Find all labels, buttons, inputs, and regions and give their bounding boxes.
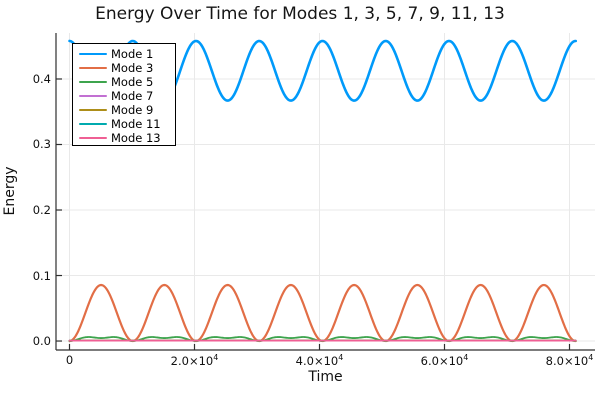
legend-line-sample xyxy=(79,109,107,111)
chart-title: Energy Over Time for Modes 1, 3, 5, 7, 9… xyxy=(95,4,505,24)
y-axis-label: Energy xyxy=(2,166,18,216)
legend-label: Mode 5 xyxy=(111,75,154,89)
x-tick-label: 8.0×104 xyxy=(545,353,594,368)
legend: Mode 1 Mode 3 Mode 5 Mode 7 Mode 9 Mode 11 Mod… xyxy=(72,43,176,146)
x-tick-label: 6.0×104 xyxy=(420,353,469,368)
legend-entry: Mode 9 xyxy=(79,103,175,117)
legend-entry: Mode 5 xyxy=(79,75,175,89)
legend-label: Mode 3 xyxy=(111,61,154,75)
legend-label: Mode 7 xyxy=(111,89,154,103)
y-tick-label: 0.2 xyxy=(32,203,51,217)
legend-entry: Mode 1 xyxy=(79,47,175,61)
x-tick-label: 2.0×104 xyxy=(170,353,219,368)
legend-line-sample xyxy=(79,53,107,55)
x-axis-label: Time xyxy=(308,369,343,385)
legend-label: Mode 13 xyxy=(111,131,161,145)
legend-line-sample xyxy=(79,81,107,83)
legend-line-sample xyxy=(79,123,107,125)
legend-entry: Mode 7 xyxy=(79,89,175,103)
y-tick-label: 0.3 xyxy=(32,137,51,152)
legend-label: Mode 11 xyxy=(111,117,161,131)
y-tick-label: 0.1 xyxy=(32,268,51,283)
x-tick-label: 4.0×104 xyxy=(295,353,344,368)
legend-label: Mode 9 xyxy=(111,103,154,117)
legend-entry: Mode 13 xyxy=(79,131,175,145)
legend-line-sample xyxy=(79,67,107,69)
y-tick-label: 0.0 xyxy=(32,334,51,349)
legend-label: Mode 1 xyxy=(111,47,154,61)
legend-line-sample xyxy=(79,95,107,97)
series-line-mode-3 xyxy=(68,283,577,343)
legend-entry: Mode 11 xyxy=(79,117,175,131)
legend-entry: Mode 3 xyxy=(79,61,175,75)
x-tick-label: 0 xyxy=(65,353,74,367)
legend-line-sample xyxy=(79,137,107,139)
y-tick-label: 0.4 xyxy=(32,71,51,86)
